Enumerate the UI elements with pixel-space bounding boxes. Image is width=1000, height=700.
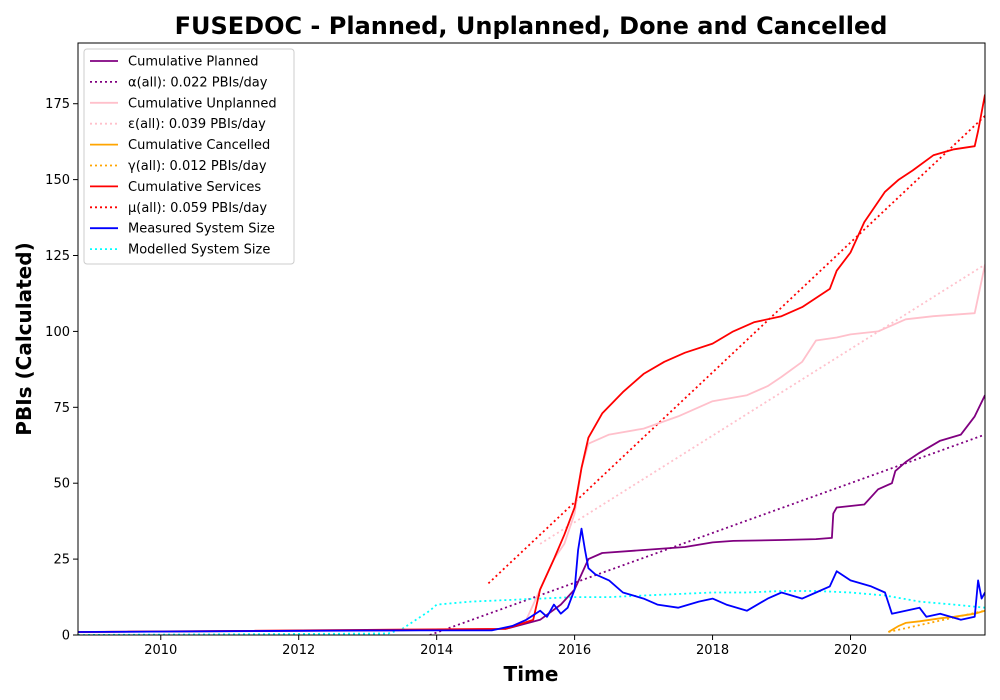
plot-frame (77, 42, 986, 636)
y-tick-label: 75 (53, 401, 70, 416)
legend-label: Modelled System Size (128, 243, 270, 258)
y-axis: 0 25 50 75 100 125 150 175 (45, 97, 78, 644)
legend-label: γ(all): 0.012 PBIs/day (128, 159, 267, 174)
x-axis-label: Time (504, 662, 559, 686)
y-tick-label: 125 (45, 249, 70, 264)
series-line-cumulative-cancelled (887, 609, 985, 633)
legend-label: Cumulative Unplanned (128, 96, 277, 111)
series-line-measured-system-size (78, 527, 985, 633)
series-line-all-0-012-pbis-day (888, 609, 985, 633)
x-tick-label: 2010 (144, 643, 177, 658)
legend-label: Cumulative Services (128, 180, 261, 195)
y-tick-label: 150 (45, 173, 70, 188)
series-line-all-0-059-pbis-day (487, 115, 985, 585)
series-layer (78, 94, 985, 635)
x-tick-label: 2020 (834, 643, 867, 658)
legend-label: Measured System Size (128, 222, 275, 237)
y-tick-label: 100 (45, 325, 70, 340)
legend-label: Cumulative Cancelled (128, 138, 270, 153)
series-line-all-0-022-pbis-day (429, 433, 985, 635)
legend: Cumulative Planned α(all): 0.022 PBIs/day… (83, 48, 295, 265)
x-tick-label: 2018 (696, 643, 729, 658)
chart-title: FUSEDOC - Planned, Unplanned, Done and C… (175, 12, 888, 40)
y-tick-label: 175 (45, 97, 70, 112)
series-line-cumulative-services (78, 94, 985, 633)
legend-box (83, 48, 295, 265)
series-line-cumulative-planned (78, 394, 985, 633)
y-tick-label: 50 (53, 477, 70, 492)
x-tick-label: 2016 (558, 643, 591, 658)
y-tick-label: 25 (53, 553, 70, 568)
y-tick-label: 0 (62, 629, 70, 644)
x-tick-label: 2012 (282, 643, 315, 658)
y-axis-label: PBIs (Calculated) (12, 242, 36, 435)
legend-label: α(all): 0.022 PBIs/day (128, 75, 268, 90)
x-axis: 2010 2012 2014 2016 2018 2020 (144, 635, 867, 658)
x-tick-label: 2014 (420, 643, 453, 658)
legend-label: μ(all): 0.059 PBIs/day (128, 201, 267, 216)
legend-label: ε(all): 0.039 PBIs/day (128, 117, 266, 132)
legend-label: Cumulative Planned (128, 55, 258, 70)
